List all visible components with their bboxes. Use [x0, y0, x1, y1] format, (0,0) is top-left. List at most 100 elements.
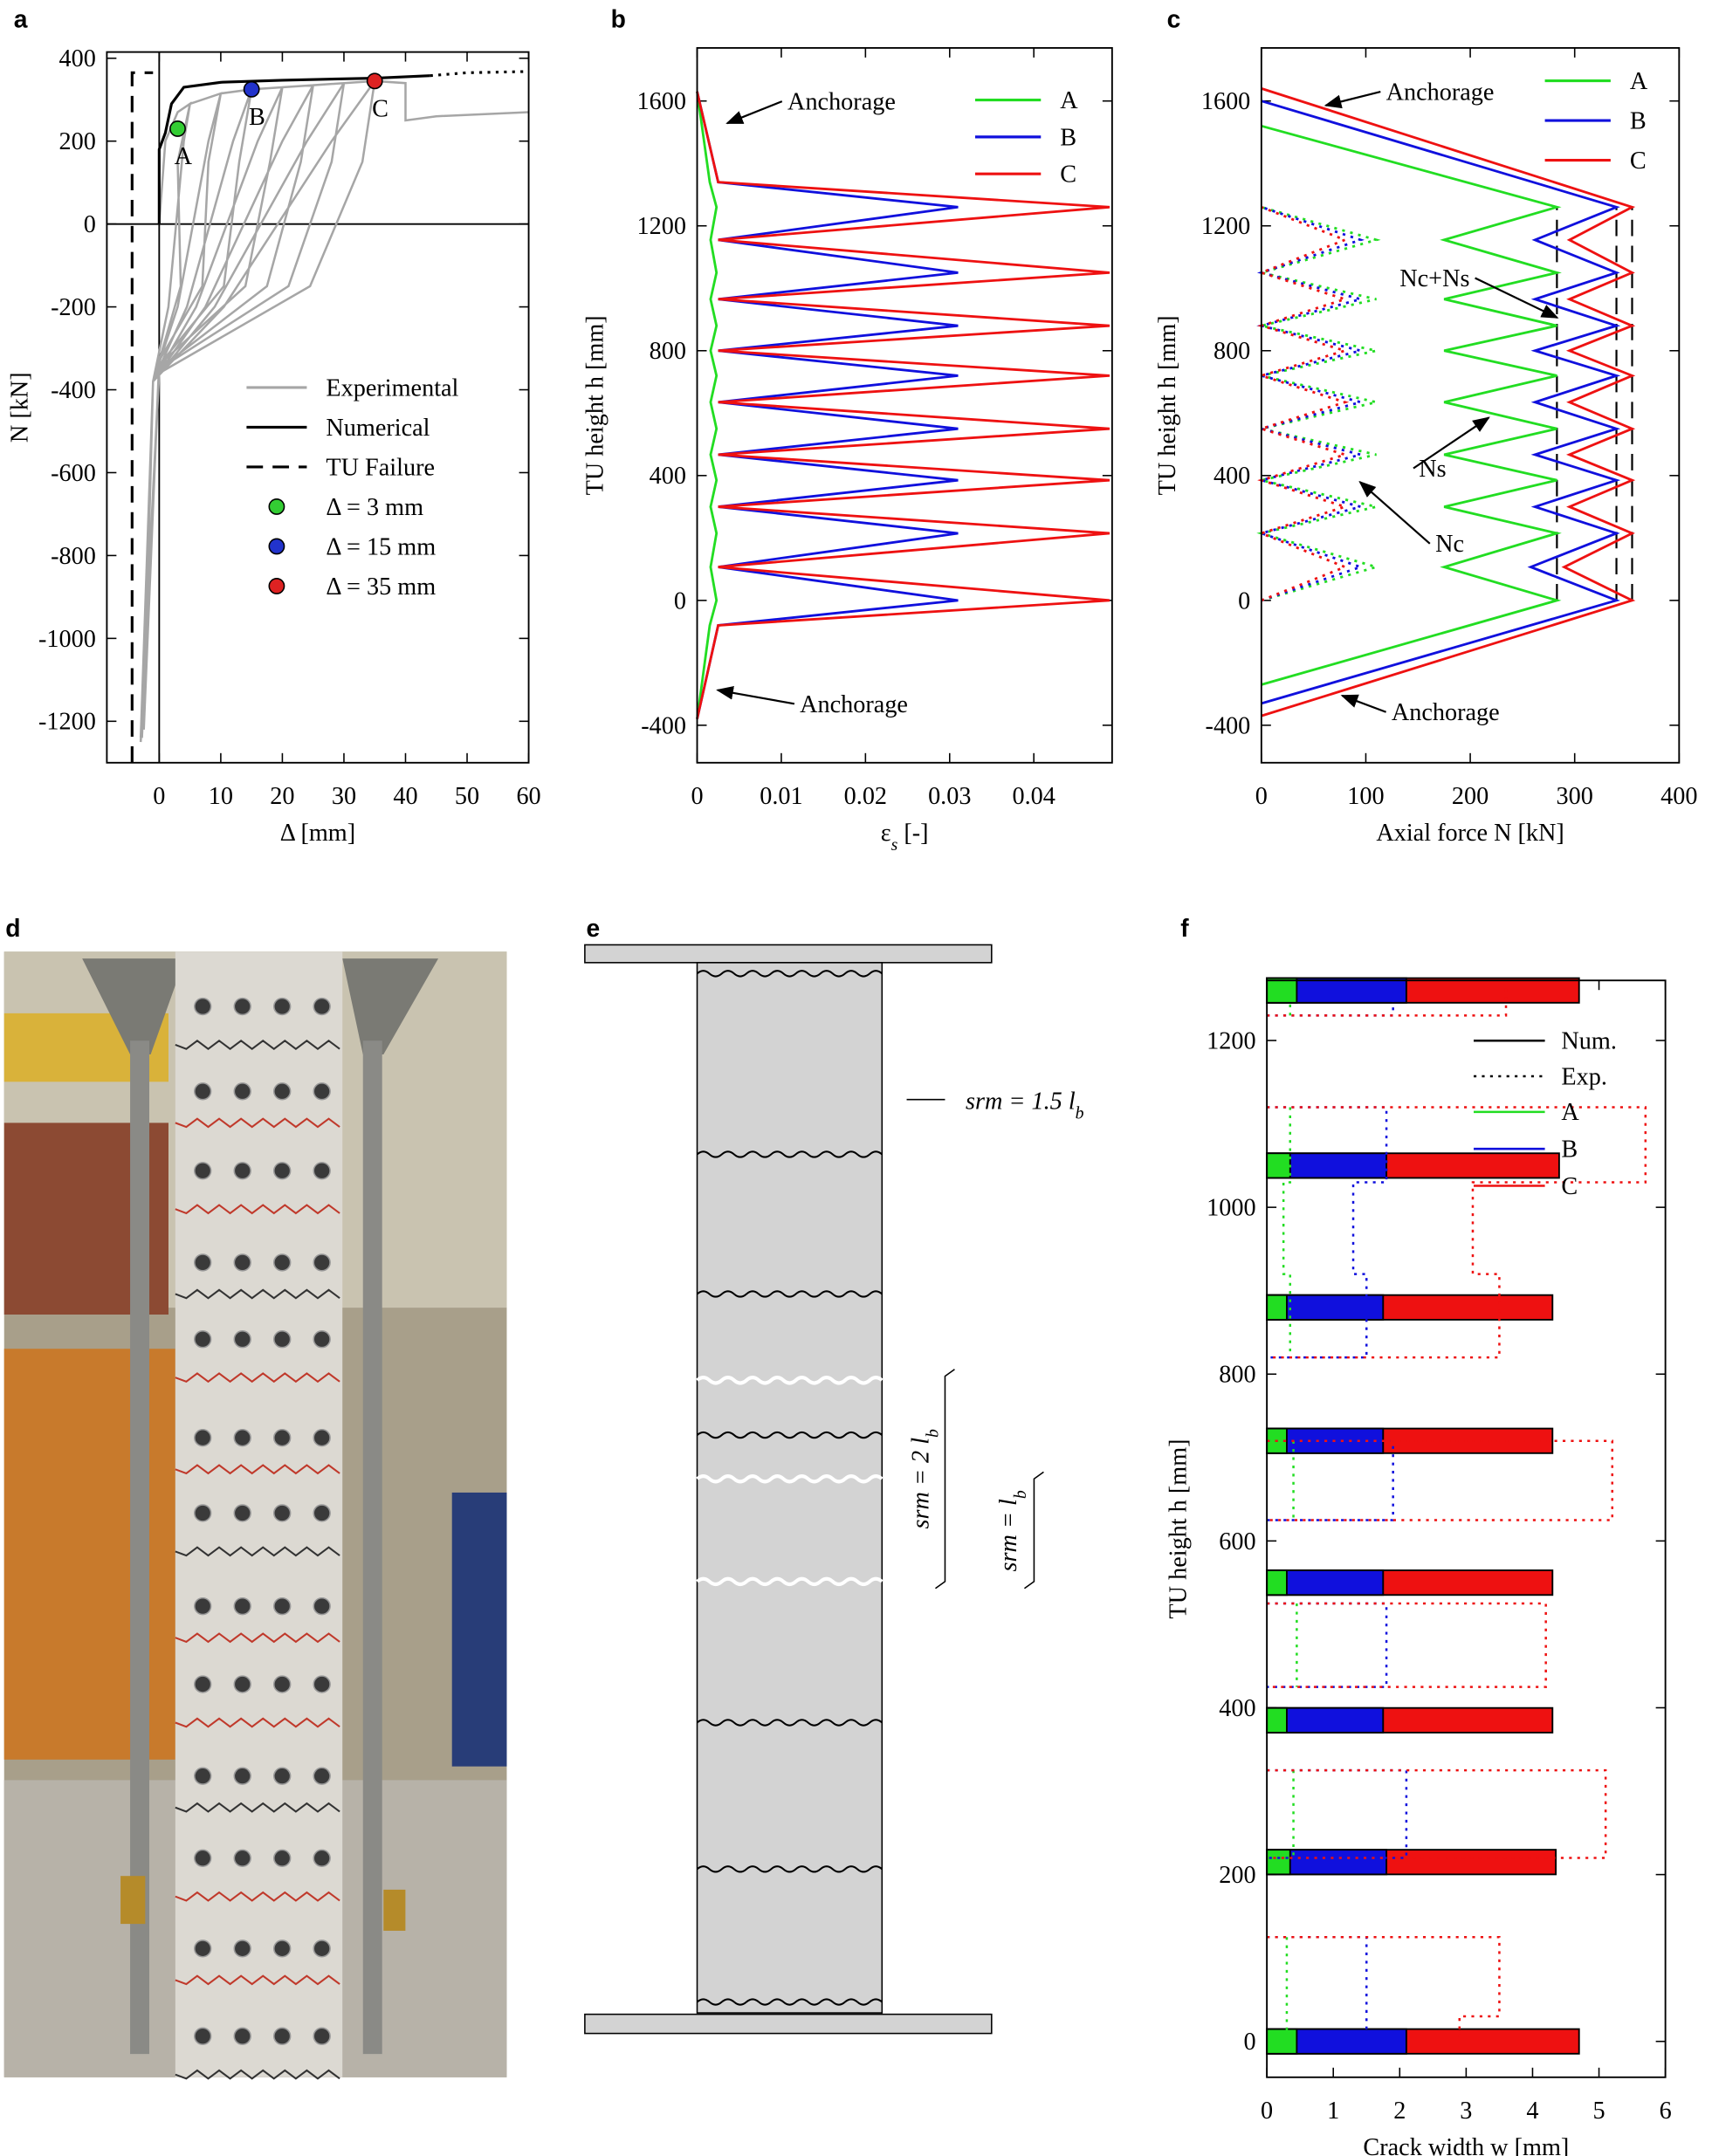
annotation: Anchorage — [787, 89, 896, 116]
photo-bolt — [194, 1162, 212, 1180]
photo-bolt — [233, 1940, 251, 1958]
y-tick-label: 0 — [1243, 2029, 1255, 2056]
photo-bolt — [313, 1596, 331, 1616]
panel-label: a — [14, 4, 28, 32]
photo-bolt — [272, 1082, 292, 1101]
x-tick-label: 0 — [1255, 783, 1268, 810]
photo-bolt — [194, 1253, 212, 1272]
photo-bolt — [272, 1596, 292, 1616]
panel-label: b — [611, 4, 626, 32]
x-tick-label: 20 — [270, 783, 294, 810]
data-line — [139, 79, 529, 743]
y-tick-label: 1600 — [637, 88, 686, 115]
annotation-arrow — [1413, 416, 1490, 470]
legend-label: B — [1060, 124, 1076, 151]
y-axis-label: TU height h [mm] — [1165, 1438, 1193, 1618]
annotation: Anchorage — [1392, 699, 1500, 726]
y-tick-label: 400 — [650, 463, 686, 490]
point-label: A — [175, 143, 193, 170]
crack-bar — [1266, 977, 1298, 1004]
data-point — [366, 72, 383, 90]
annotation-arrow — [1475, 277, 1559, 319]
crack — [696, 970, 883, 978]
x-tick-label: 400 — [1660, 783, 1697, 810]
photo-crack — [175, 1204, 340, 1215]
photo-bolt — [313, 2027, 331, 2045]
x-tick-label: 40 — [393, 783, 417, 810]
panel-label: e — [586, 914, 600, 942]
data-line — [696, 91, 718, 719]
legend-swatch — [268, 578, 285, 594]
photo-rod — [130, 1040, 150, 2055]
y-tick-label: -400 — [641, 712, 686, 739]
crack-bar — [1266, 2028, 1298, 2055]
photo-bolt — [272, 1767, 292, 1785]
y-tick-label: 1200 — [637, 213, 686, 240]
legend-label: B — [1561, 1136, 1578, 1164]
y-tick-label: 400 — [59, 45, 96, 72]
annotation: Nc — [1435, 531, 1464, 558]
crack — [696, 1376, 884, 1385]
photo-bolt — [272, 1849, 292, 1867]
legend-label: Experimental — [326, 374, 458, 402]
photo-gauge — [383, 1889, 406, 1931]
annotation-arrow — [1358, 480, 1431, 545]
photo-bolt — [313, 1253, 331, 1272]
top-plate — [584, 944, 993, 964]
photo-bolt — [233, 1428, 251, 1447]
data-line — [1261, 87, 1636, 718]
y-tick-label: -400 — [1206, 712, 1251, 739]
data-line — [130, 71, 154, 763]
x-axis-label: Δ [mm] — [280, 820, 355, 847]
photo-bolt — [194, 1849, 212, 1867]
crack — [696, 1290, 883, 1298]
x-tick-label: 0.02 — [844, 783, 887, 810]
annotation: Anchorage — [1386, 79, 1495, 106]
photo-bolt — [194, 997, 212, 1016]
photo-bolt — [272, 1675, 292, 1693]
photo-bolt — [233, 2027, 251, 2045]
spacing-label-part: b — [924, 1429, 943, 1438]
legend-swatch — [268, 538, 285, 555]
legend-label: Δ = 35 mm — [326, 573, 436, 601]
crack — [696, 1474, 884, 1484]
photo-bolt — [233, 1767, 251, 1785]
annotation: Anchorage — [800, 691, 908, 718]
annotation: Ns — [1419, 456, 1446, 483]
photo-bolt — [272, 2027, 292, 2045]
photo-bolt — [272, 997, 292, 1016]
photo-bolt — [194, 1330, 212, 1349]
photo-bolt — [194, 1504, 212, 1522]
legend-label: A — [1060, 87, 1078, 114]
spacing-label-part: b — [1076, 1104, 1084, 1123]
legend-swatch — [268, 498, 285, 515]
panel-label: c — [1167, 4, 1181, 32]
crack-bar — [1266, 1152, 1291, 1179]
photo-bolt — [194, 2027, 212, 2045]
legend-label: C — [1561, 1173, 1578, 1200]
y-tick-label: 400 — [1214, 463, 1250, 490]
legend-label: A — [1630, 68, 1648, 95]
photo-bolt — [272, 1428, 292, 1447]
data-line — [1256, 205, 1381, 602]
photo-crack — [175, 1372, 340, 1384]
exp-line — [1282, 985, 1298, 2042]
legend-label: Numerical — [326, 415, 430, 442]
annotation-arrow — [1324, 91, 1381, 109]
annotation-arrow — [716, 685, 795, 705]
y-axis-label: TU height h [mm] — [581, 315, 608, 495]
photo-bolt — [194, 1428, 212, 1447]
spacing-bracket — [935, 1369, 955, 1590]
y-tick-label: 800 — [1219, 1362, 1255, 1389]
y-tick-label: 200 — [1219, 1862, 1255, 1889]
legend-label: C — [1630, 148, 1647, 175]
data-point — [169, 120, 186, 137]
legend-label: Num. — [1561, 1028, 1617, 1055]
photo-bolt — [233, 1162, 251, 1180]
point-label: C — [372, 96, 388, 123]
spacing-label-part: srm = 2 l — [908, 1438, 935, 1529]
photo-bolt — [313, 1675, 331, 1693]
x-axis-label-part: [-] — [897, 820, 928, 847]
